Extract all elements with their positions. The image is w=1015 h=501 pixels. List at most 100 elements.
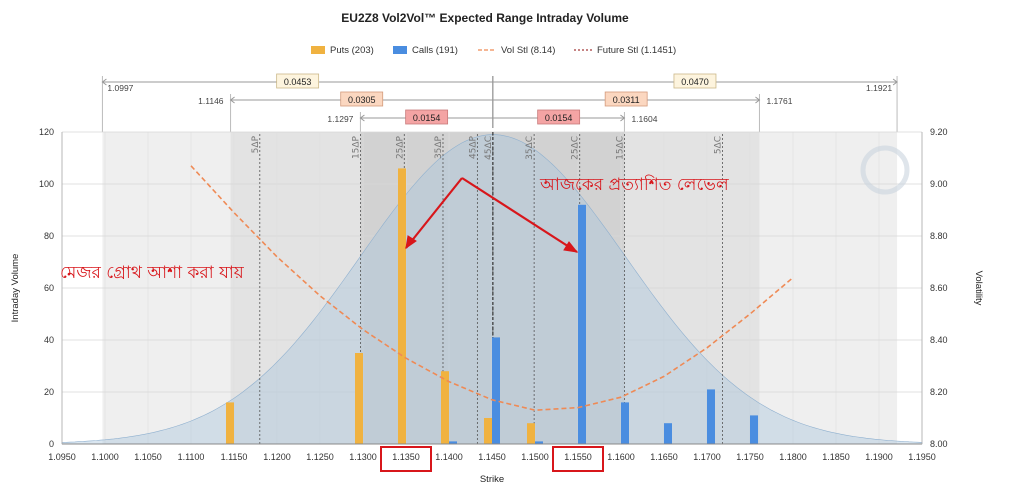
x-tick-label: 1.1750 (736, 452, 764, 462)
put-bar (484, 418, 492, 444)
y-axis-label: Intraday Volume (10, 254, 21, 323)
legend-label: Puts (203) (330, 45, 374, 56)
y-tick-label: 20 (44, 387, 54, 397)
range-box (537, 109, 581, 125)
x-tick-label: 1.1300 (349, 452, 377, 462)
delta-label: 45ΔP (468, 135, 478, 159)
range-box (276, 73, 320, 89)
x-tick-label: 1.1600 (607, 452, 635, 462)
y2-tick-label: 8.40 (930, 335, 948, 345)
legend-swatch (393, 46, 407, 54)
x-tick-label: 1.1500 (521, 452, 549, 462)
range-low-label: 1.0997 (107, 83, 133, 93)
range-high-label: 1.1761 (766, 96, 792, 106)
range-width-left: 0.0154 (413, 113, 441, 123)
range-arrow (892, 78, 898, 86)
delta-label: 35ΔP (434, 135, 444, 159)
x-tick-label: 1.1950 (908, 452, 936, 462)
range-width-right: 0.0311 (613, 95, 640, 105)
range-low-label: 1.1297 (327, 114, 353, 124)
put-bar (226, 402, 234, 444)
put-bar (527, 423, 535, 444)
y2-tick-label: 8.60 (930, 283, 948, 293)
call-bar (535, 441, 543, 444)
range-width-left: 0.0453 (284, 77, 312, 87)
y-tick-label: 60 (44, 283, 54, 293)
x-tick-label: 1.1650 (650, 452, 678, 462)
x-tick-label: 1.0950 (48, 452, 76, 462)
call-bar (449, 441, 457, 444)
legend-label: Vol Stl (8.14) (501, 45, 555, 56)
x-tick-label: 1.1850 (822, 452, 850, 462)
y-tick-label: 0 (49, 439, 54, 449)
x-tick-label: 1.1150 (221, 452, 248, 462)
y-tick-label: 120 (39, 127, 54, 137)
call-bar (664, 423, 672, 444)
chart-title: EU2Z8 Vol2Vol™ Expected Range Intraday V… (341, 11, 629, 25)
highlight-box (552, 446, 604, 472)
range-high-label: 1.1604 (631, 114, 657, 124)
call-bar (492, 337, 500, 444)
y2-tick-label: 8.00 (930, 439, 948, 449)
arrow-to-calls (461, 177, 578, 253)
watermark-logo (860, 145, 910, 195)
range-high-label: 1.1921 (866, 83, 892, 93)
x-tick-label: 1.1900 (865, 452, 893, 462)
annotation-major-growth: মেজর গ্রোথ আশা করা যায় (60, 263, 245, 283)
delta-label: 25ΔC (571, 136, 581, 160)
x-axis-label: Strike (480, 474, 504, 485)
y-tick-label: 80 (44, 231, 54, 241)
arrow-to-puts (405, 177, 463, 249)
y2-tick-label: 9.20 (930, 127, 948, 137)
x-tick-label: 1.1800 (779, 452, 807, 462)
range-box (405, 109, 449, 125)
y-tick-label: 40 (44, 335, 54, 345)
y2-tick-label: 8.80 (930, 231, 948, 241)
call-bar (750, 415, 758, 444)
delta-label: 5ΔC (713, 136, 723, 154)
delta-label: 35ΔC (525, 136, 535, 160)
x-tick-label: 1.1250 (306, 452, 334, 462)
call-bar (578, 204, 586, 444)
arrowhead (405, 235, 417, 250)
range-low-label: 1.1146 (198, 96, 224, 106)
range-box (673, 73, 717, 89)
x-tick-label: 1.1400 (435, 452, 463, 462)
range-arrow (101, 78, 107, 86)
delta-label: 15ΔP (351, 135, 361, 159)
y2-tick-label: 8.20 (930, 387, 948, 397)
x-tick-label: 1.1050 (134, 452, 162, 462)
range-width-right: 0.0154 (545, 113, 573, 123)
call-bar (707, 389, 715, 444)
put-bar (355, 353, 363, 444)
plot-area: 5ΔP 15ΔP 25ΔP 35ΔP 45ΔP 45ΔC 35ΔC 25ΔC 15ΔC 5ΔC 1.… (39, 127, 948, 472)
delta-label: 5ΔP (251, 135, 261, 153)
range-arrow (229, 96, 235, 104)
range-arrow (755, 96, 761, 104)
x-tick-label: 1.1700 (693, 452, 721, 462)
x-tick-label: 1.1550 (564, 452, 592, 462)
range-width-right: 0.0470 (681, 77, 709, 87)
range-arrow (359, 114, 365, 122)
legend-label: Future Stl (1.1451) (597, 45, 676, 56)
legend: Puts (203) Calls (191) Vol Stl (8.14) Futur… (311, 45, 676, 56)
range-box (604, 91, 648, 107)
vol-settle-curve (190, 165, 794, 412)
range-width-left: 0.0305 (348, 95, 376, 105)
x-tick-label: 1.1000 (91, 452, 119, 462)
delta-label: 25ΔP (395, 135, 405, 159)
annotation-expected-level: আজকের প্রত্যাশিত লেভেল (539, 174, 729, 195)
expected-range-rows: 0.0453 0.0470 1.0997 1.1921 0.0305 0.0311 1.11… (101, 73, 898, 132)
x-tick-label: 1.1200 (263, 452, 291, 462)
highlight-box (380, 446, 432, 472)
annotations: আজকের প্রত্যাশিত লেভেল মেজর গ্রোথ আশা করা… (60, 174, 729, 283)
x-tick-label: 1.1450 (478, 452, 506, 462)
x-tick-label: 1.1350 (392, 452, 420, 462)
legend-swatch (311, 46, 325, 54)
x-tick-label: 1.1100 (178, 452, 205, 462)
y-tick-label: 100 (39, 179, 54, 189)
arrowhead (563, 241, 579, 253)
delta-label: 45ΔC (484, 136, 494, 160)
legend-label: Calls (191) (412, 45, 458, 56)
